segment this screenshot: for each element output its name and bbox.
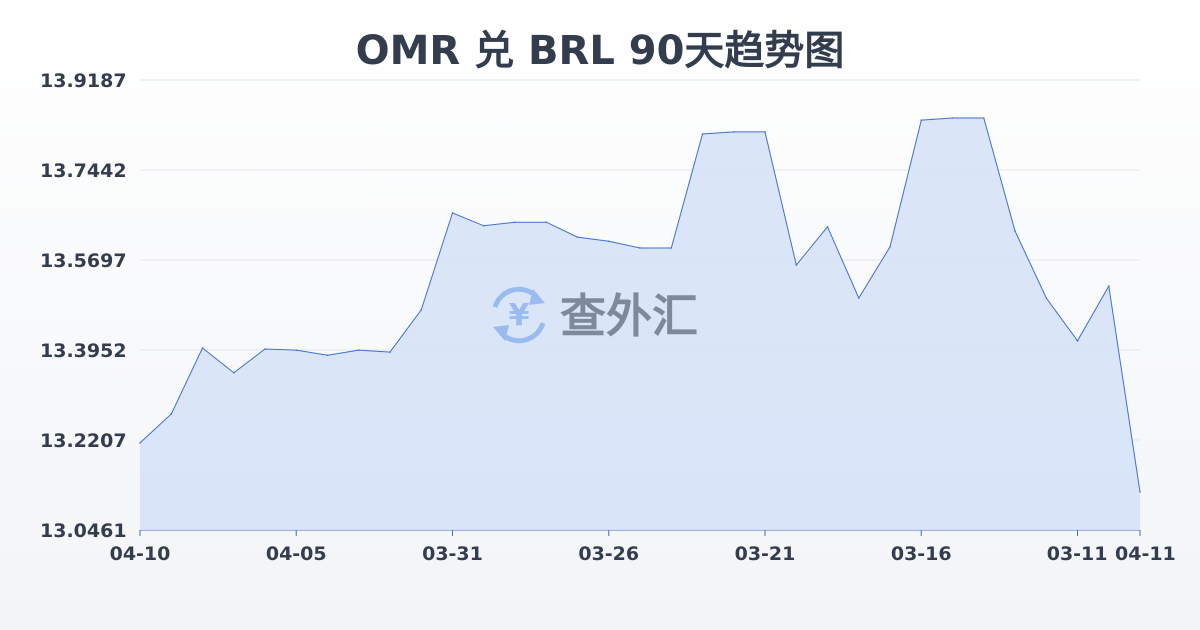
- yen-exchange-icon: ¥: [492, 286, 546, 344]
- data-point: [1139, 491, 1141, 493]
- area-fill: [140, 118, 1140, 530]
- data-point: [857, 297, 860, 299]
- data-point: [1107, 285, 1110, 287]
- data-point: [295, 349, 298, 351]
- x-tick-label: 04-11: [1115, 543, 1176, 565]
- data-point: [326, 354, 329, 357]
- data-point: [951, 117, 954, 119]
- x-tick-label: 03-26: [578, 543, 639, 565]
- watermark-text: 查外汇: [560, 289, 698, 343]
- data-point: [1014, 230, 1016, 232]
- x-tick-label: 03-11: [1047, 543, 1108, 565]
- data-point: [357, 349, 360, 351]
- data-point: [732, 131, 735, 133]
- data-point: [607, 240, 610, 243]
- x-tick-label: 04-10: [110, 543, 171, 565]
- data-point: [545, 221, 548, 223]
- data-point: [514, 221, 516, 223]
- svg-text:¥: ¥: [509, 298, 530, 333]
- data-point: [170, 413, 173, 415]
- watermark: ¥ 查外汇: [492, 286, 698, 344]
- data-point: [232, 371, 235, 374]
- y-tick-label: 13.0461: [40, 520, 127, 542]
- data-point: [826, 226, 829, 228]
- data-point: [889, 246, 891, 248]
- x-tick-label: 04-05: [266, 543, 327, 565]
- x-tick-label: 03-21: [735, 543, 796, 565]
- data-point: [639, 247, 641, 249]
- data-point: [576, 236, 579, 238]
- data-point: [264, 348, 266, 350]
- data-point: [451, 212, 454, 214]
- y-tick-label: 13.2207: [40, 430, 127, 452]
- data-point: [201, 347, 204, 349]
- data-point: [920, 119, 923, 121]
- data-point: [701, 133, 704, 135]
- data-point: [670, 247, 673, 249]
- y-tick-label: 13.9187: [40, 70, 127, 92]
- y-tick-label: 13.7442: [40, 160, 127, 182]
- data-point: [139, 442, 141, 444]
- data-point: [1045, 297, 1048, 299]
- data-points: [139, 117, 1141, 493]
- chart-title: OMR 兑 BRL 90天趋势图: [355, 28, 845, 74]
- y-tick-label: 13.3952: [40, 340, 127, 362]
- data-point: [795, 264, 798, 266]
- x-tick-label: 03-31: [422, 543, 483, 565]
- data-point: [1076, 339, 1079, 342]
- data-point: [420, 309, 423, 311]
- data-point: [389, 351, 391, 353]
- data-point: [982, 117, 985, 119]
- x-tick-label: 03-16: [891, 543, 952, 565]
- data-point: [764, 131, 766, 133]
- data-point: [482, 224, 485, 227]
- y-tick-label: 13.5697: [40, 250, 127, 272]
